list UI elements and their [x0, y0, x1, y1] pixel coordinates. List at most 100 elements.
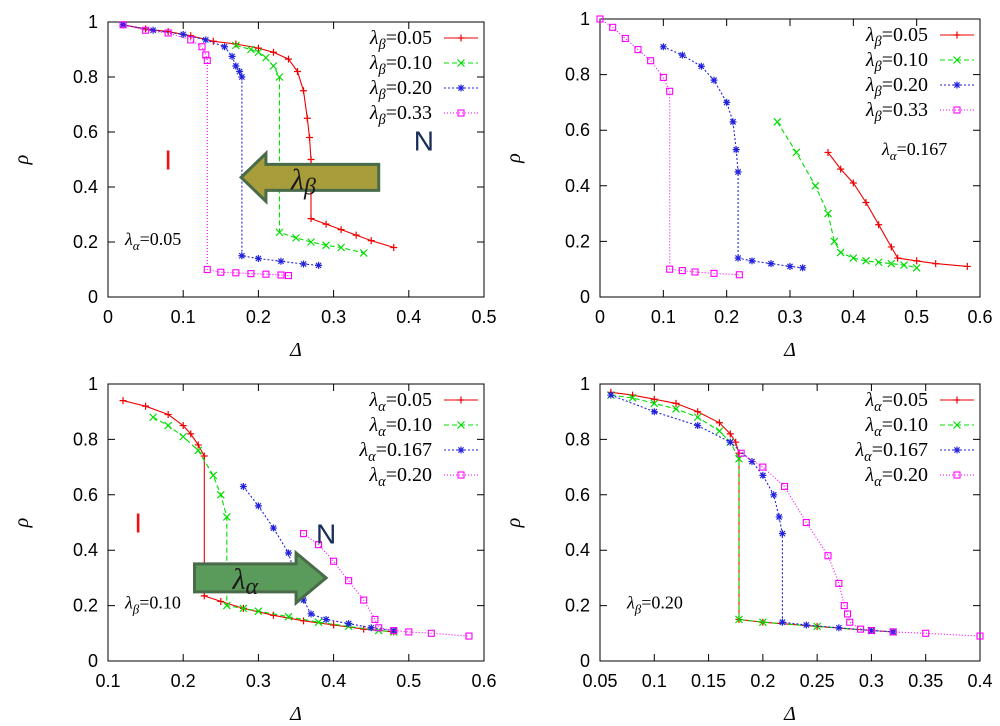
- data-point: [315, 261, 323, 269]
- series-4: [596, 15, 743, 279]
- data-point: [694, 408, 702, 416]
- series-line: [740, 452, 981, 637]
- legend-entry-label-subscript: α: [874, 424, 882, 440]
- parameter-annotation-value: =0.10: [139, 593, 181, 613]
- data-point: [922, 629, 930, 637]
- data-point: [179, 432, 188, 441]
- data-point: [737, 449, 745, 457]
- legend-entry-label-value: =0.10: [882, 414, 928, 436]
- data-point: [275, 73, 284, 81]
- legend-entry-label-subscript: β: [378, 37, 387, 53]
- data-point: [187, 430, 195, 438]
- series-line: [122, 24, 319, 266]
- data-point: [119, 21, 127, 29]
- data-point: [179, 30, 187, 38]
- data-point: [284, 271, 293, 280]
- arrow-label-subscript: α: [245, 574, 258, 600]
- data-point: [650, 399, 659, 408]
- data-point: [857, 625, 865, 633]
- data-point: [792, 148, 801, 157]
- legend-swatch-marker: [457, 59, 465, 67]
- legend-entry-label-symbol: λ: [864, 464, 874, 486]
- arrow-label-symbol: λ: [231, 563, 245, 596]
- x-tick-label: 0.2: [750, 671, 775, 691]
- data-point: [231, 41, 240, 50]
- legend-entry-label: λα=0.05: [368, 389, 432, 415]
- data-point: [300, 260, 308, 268]
- data-point: [666, 265, 674, 273]
- data-point: [228, 52, 236, 60]
- data-point: [345, 577, 353, 585]
- x-axis-label: Δ: [783, 703, 796, 725]
- arrow-left-shape: [238, 149, 381, 205]
- y-tick-label: 0.4: [565, 176, 590, 196]
- data-point: [770, 491, 778, 499]
- data-point: [694, 422, 702, 430]
- legend-entry-label-value: =0.20: [386, 464, 432, 486]
- legend-entry-label-symbol: λ: [368, 414, 378, 436]
- data-point: [840, 602, 848, 610]
- y-tick-label: 0.6: [565, 120, 590, 140]
- x-tick-label: 0.6: [471, 671, 496, 691]
- series-line: [242, 486, 394, 632]
- data-point: [799, 264, 807, 272]
- panel-2: 0 0.1 0.2 0.3 0.4 0.5 0.600.20.40.60.81Δρλβ=0.…: [503, 9, 993, 361]
- data-point: [849, 254, 858, 263]
- y-tick-label: 1: [580, 9, 590, 29]
- legend-entry-label-value: =0.05: [386, 27, 432, 49]
- legend-swatch-marker: [953, 446, 961, 454]
- data-point: [867, 626, 875, 635]
- legend-swatch-marker: [457, 396, 465, 404]
- legend-entry-label-symbol: λ: [864, 414, 874, 436]
- y-tick-label: 0: [580, 651, 590, 671]
- legend-entry-label-symbol: λ: [368, 464, 378, 486]
- series-line: [610, 394, 894, 633]
- data-point: [609, 23, 617, 31]
- data-point: [299, 530, 308, 538]
- data-point: [232, 40, 240, 48]
- legend-entry-label-subscript: β: [378, 62, 387, 78]
- data-point: [734, 254, 742, 262]
- legend-entry-label-value: =0.33: [386, 102, 432, 124]
- data-point: [650, 408, 658, 416]
- data-point: [678, 267, 686, 275]
- legend-entry-label-subscript: β: [874, 84, 883, 100]
- data-point: [811, 181, 820, 190]
- legend-entry-label: λα=0.167: [358, 439, 432, 465]
- y-axis-label: ρ: [503, 153, 525, 164]
- y-tick-label: 0.6: [565, 485, 590, 505]
- series-line: [599, 18, 740, 276]
- legend-entry-label-symbol: λ: [368, 389, 378, 411]
- series-3: [119, 21, 323, 269]
- legend-entry-label-value: =0.167: [376, 439, 432, 461]
- data-point: [849, 179, 857, 187]
- series-2: [149, 413, 398, 636]
- y-tick-label: 0.6: [73, 485, 98, 505]
- legend-entry-label-value: =0.10: [882, 49, 928, 71]
- data-point: [254, 48, 263, 57]
- y-tick-label: 0.8: [565, 65, 590, 85]
- data-point: [217, 268, 225, 276]
- x-tick-label: 0.4: [967, 671, 992, 691]
- legend-entry-label: λβ=0.20: [865, 74, 928, 100]
- data-point: [375, 624, 383, 632]
- legend-entry-label-symbol: λ: [369, 52, 379, 74]
- data-point: [269, 524, 277, 532]
- arrow-label: λβ: [290, 163, 316, 200]
- legend-entry-label-value: =0.167: [872, 439, 928, 461]
- data-point: [306, 134, 314, 141]
- data-point: [307, 610, 315, 618]
- legend-entry-label-symbol: λ: [865, 99, 875, 121]
- data-point: [142, 26, 150, 34]
- y-tick-label: 0.2: [73, 596, 98, 616]
- parameter-annotation-value: =0.05: [140, 229, 182, 249]
- data-point: [164, 28, 172, 36]
- arrow-label-subscript: β: [303, 174, 316, 200]
- legend-entry-label-subscript: α: [874, 474, 882, 490]
- legend-swatch-marker: [953, 81, 961, 89]
- x-tick-label: 0.1: [642, 671, 667, 691]
- panel-3: 0.1 0.2 0.3 0.4 0.5 0.600.20.40.60.81Δρλα=0.0…: [11, 374, 497, 725]
- data-point: [359, 249, 368, 257]
- data-point: [149, 413, 158, 422]
